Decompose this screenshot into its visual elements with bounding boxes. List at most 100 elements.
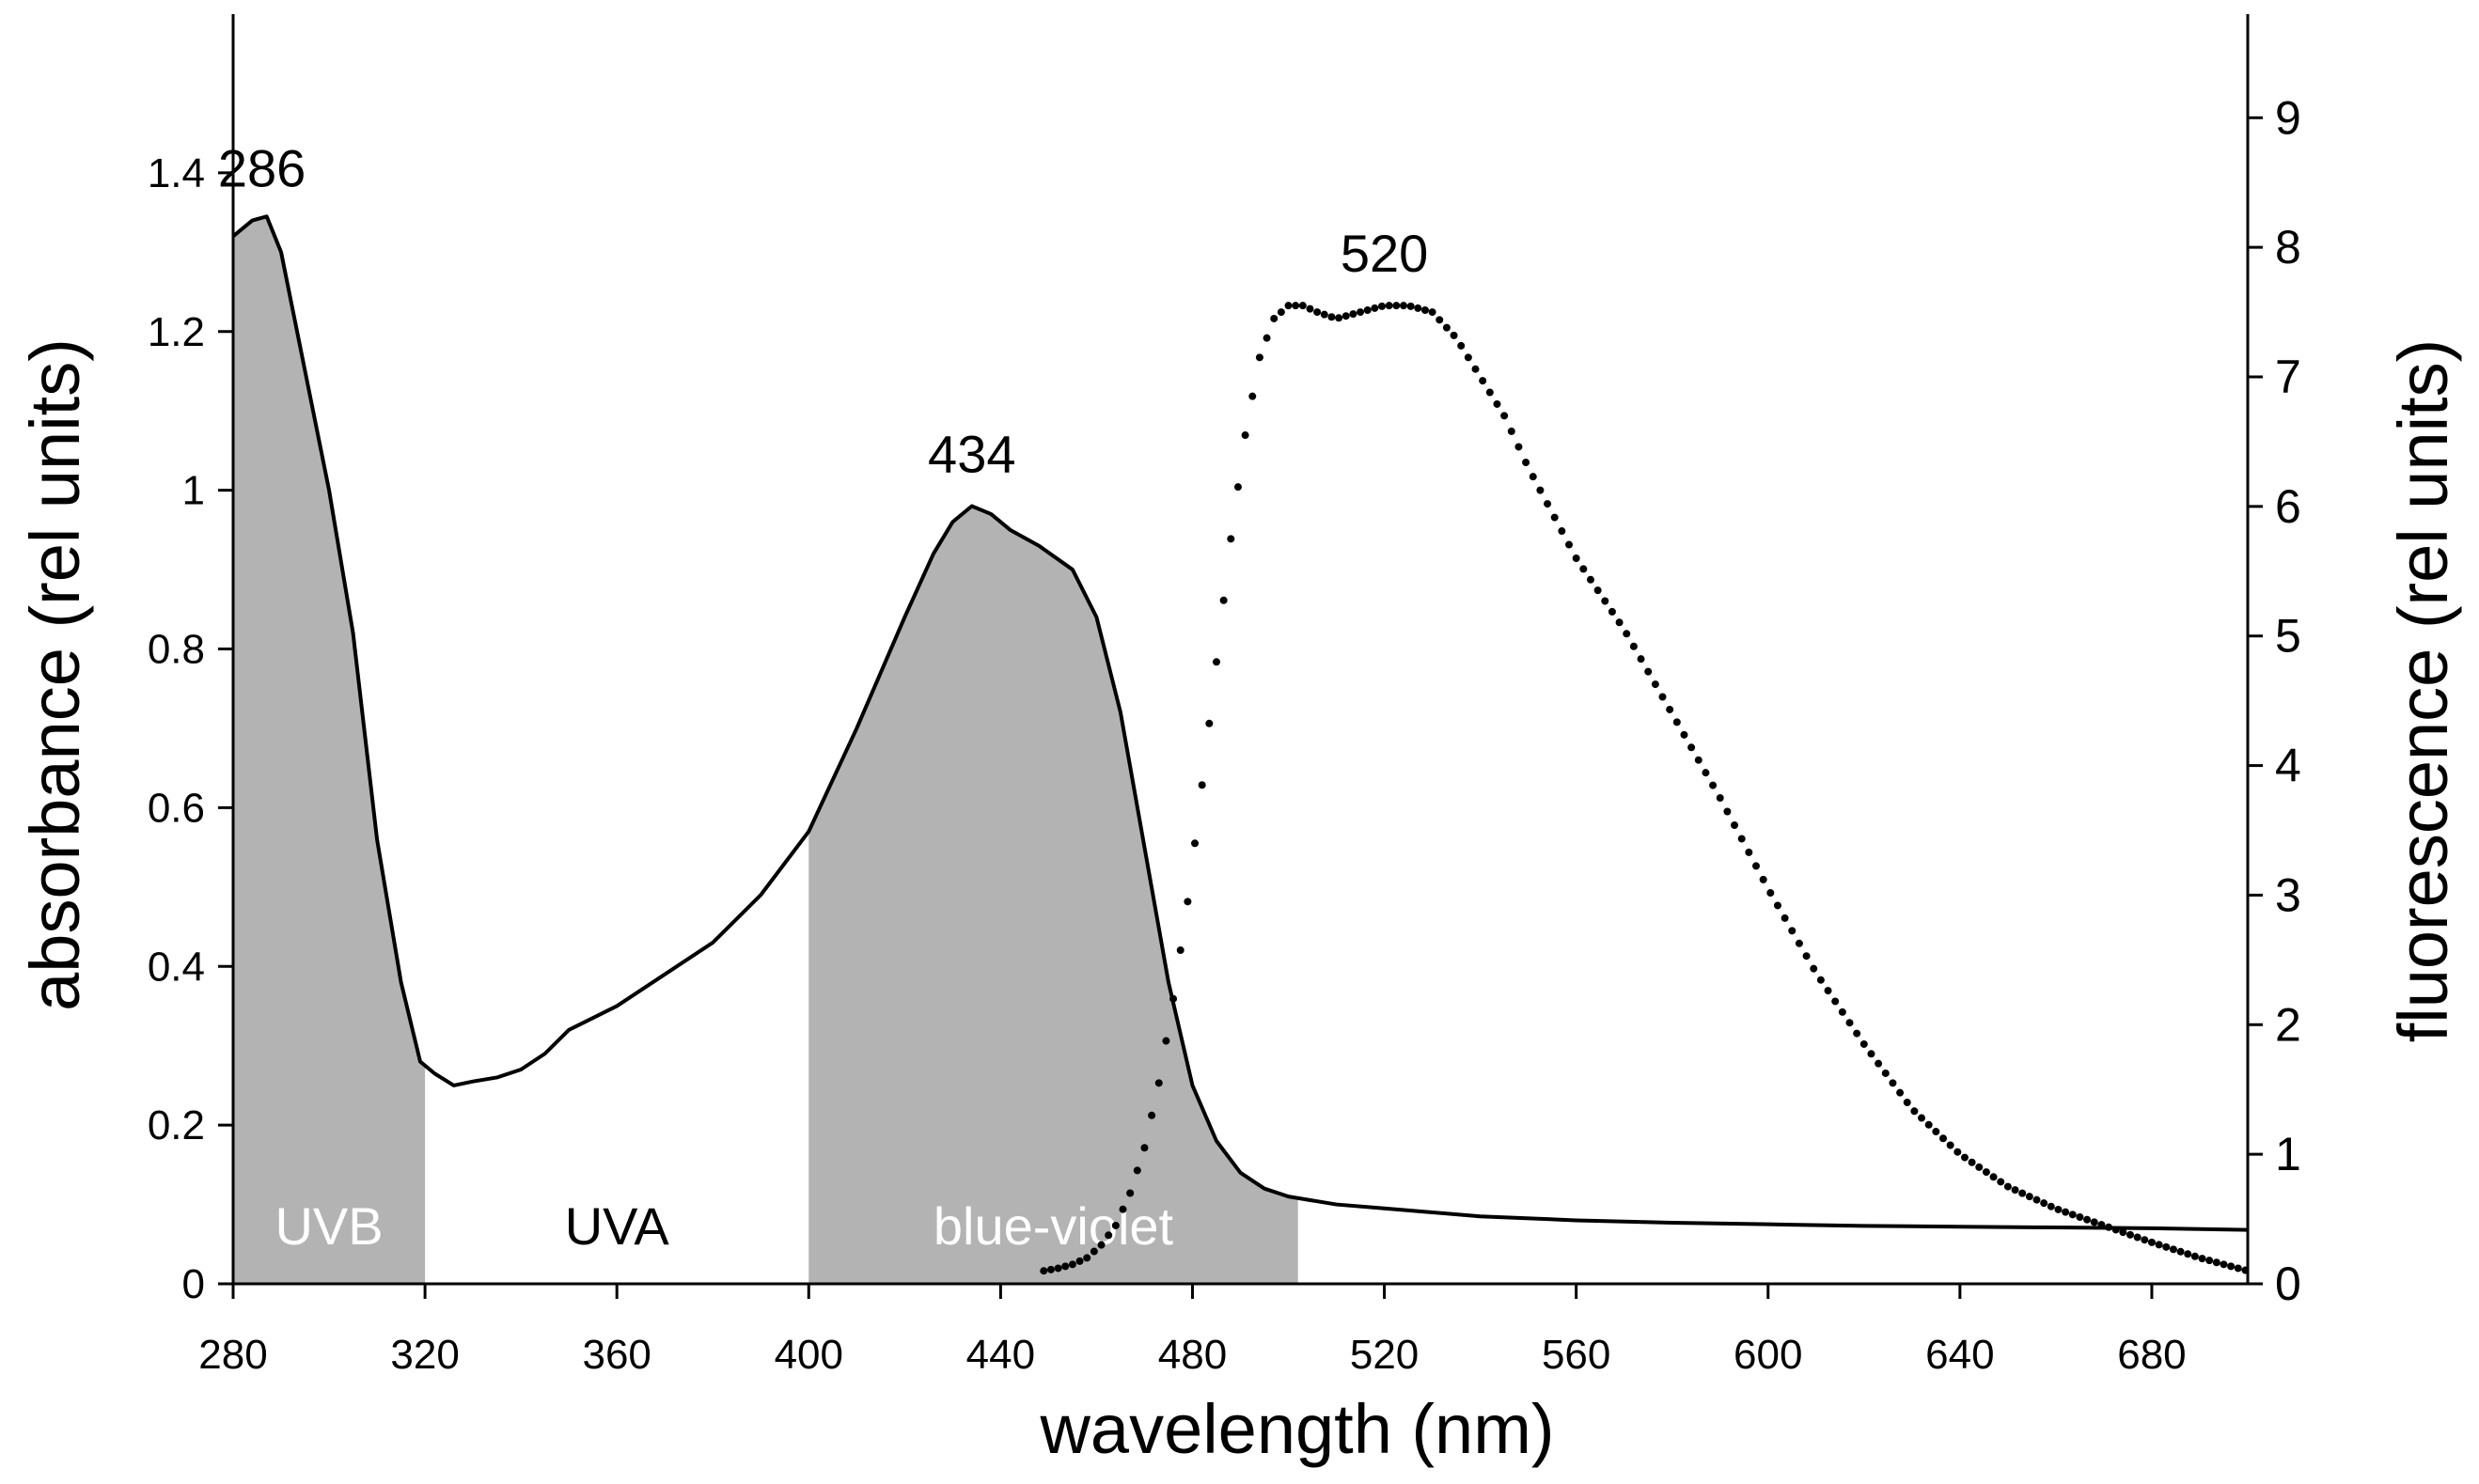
x-tick-label: 320 (390, 1332, 459, 1378)
fluorescence-point (1544, 500, 1552, 508)
fluorescence-point (2076, 1213, 2084, 1222)
fluorescence-point (1601, 597, 1609, 605)
y-left-tick-label: 0.4 (148, 944, 205, 990)
fluorescence-point (2220, 1260, 2228, 1269)
x-tick-label: 560 (1542, 1332, 1610, 1378)
fluorescence-point (1550, 513, 1559, 522)
fluorescence-point (1111, 1221, 1120, 1229)
fluorescence-point (2205, 1257, 2214, 1265)
fluorescence-point (1327, 313, 1336, 321)
fluorescence-point (2184, 1250, 2192, 1258)
fluorescence-point (1485, 388, 1494, 397)
fluorescence-point (1558, 527, 1566, 536)
fluorescence-point (1896, 1088, 1905, 1097)
fluorescence-point (1997, 1178, 2005, 1186)
y-left-tick-label: 1 (182, 468, 205, 514)
fluorescence-point (1946, 1141, 1954, 1149)
fluorescence-series (1040, 302, 2250, 1275)
fluorescence-point (1629, 642, 1638, 650)
fluorescence-point (2111, 1226, 2120, 1234)
fluorescence-point (1442, 323, 1451, 332)
fluorescence-point (2133, 1233, 2142, 1242)
fluorescence-point (1759, 875, 1767, 883)
fluorescence-point (1176, 946, 1185, 955)
fluorescence-point (1162, 1037, 1170, 1045)
fluorescence-point (1745, 848, 1753, 856)
shaded-region-blue-violet (808, 506, 1298, 1284)
fluorescence-point (1420, 306, 1429, 315)
fluorescence-point (1687, 743, 1696, 752)
fluorescence-point (1752, 862, 1761, 870)
fluorescence-point (1298, 302, 1307, 310)
fluorescence-point (1845, 1019, 1854, 1027)
fluorescence-point (2126, 1230, 2134, 1239)
region-label-blue-violet: blue-violet (934, 1196, 1174, 1256)
absorbance-line (231, 214, 2249, 1232)
fluorescence-point (1479, 377, 1487, 385)
fluorescence-point (1608, 607, 1616, 616)
fluorescence-point (1255, 353, 1263, 362)
x-tick-label: 400 (775, 1332, 843, 1378)
fluorescence-point (2234, 1264, 2242, 1273)
fluorescence-point (2097, 1221, 2106, 1229)
fluorescence-point (1198, 781, 1206, 789)
fluorescence-point (1090, 1247, 1098, 1256)
fluorescence-point (1918, 1114, 1926, 1122)
fluorescence-point (2105, 1223, 2113, 1231)
shaded-region-uvb (233, 216, 426, 1284)
fluorescence-point (1219, 596, 1228, 604)
fluorescence-point (1702, 769, 1710, 777)
fluorescence-point (1637, 655, 1645, 664)
fluorescence-point (1766, 889, 1775, 898)
fluorescence-point (1932, 1128, 1940, 1136)
fluorescence-point (1450, 331, 1458, 339)
fluorescence-point (1068, 1260, 1076, 1269)
fluorescence-point (1371, 304, 1379, 312)
fluorescence-point (1105, 1231, 1113, 1240)
fluorescence-point (1313, 308, 1322, 317)
fluorescence-point (1169, 994, 1178, 1003)
labels: wavelength (nm) absorbance (rel units) f… (16, 338, 2462, 1468)
fluorescence-point (2011, 1186, 2019, 1195)
y-right-tick-label: 8 (2275, 221, 2301, 273)
fluorescence-point (1658, 693, 1667, 701)
fluorescence-point (1349, 310, 1357, 319)
fluorescence-point (1810, 964, 1818, 973)
fluorescence-point (2169, 1245, 2177, 1254)
peak-label-434: 434 (928, 425, 1015, 484)
fluorescence-point (2155, 1241, 2163, 1249)
fluorescence-point (1838, 1008, 1846, 1016)
fluorescence-point (2003, 1182, 2012, 1191)
fluorescence-point (1881, 1069, 1890, 1077)
x-tick-label: 520 (1350, 1332, 1419, 1378)
fluorescence-point (1046, 1265, 1055, 1273)
fluorescence-point (1875, 1059, 1883, 1068)
fluorescence-point (1335, 314, 1343, 322)
fluorescence-point (1428, 308, 1436, 317)
fluorescence-point (1565, 540, 1574, 549)
peak-label-520: 520 (1341, 224, 1428, 283)
fluorescence-point (1788, 927, 1796, 935)
fluorescence-point (1586, 575, 1594, 584)
fluorescence-point (1054, 1264, 1062, 1273)
fluorescence-point (1306, 305, 1314, 313)
y-right-tick-label: 5 (2275, 610, 2301, 663)
fluorescence-point (2054, 1205, 2063, 1213)
x-tick-label: 680 (2117, 1332, 2186, 1378)
fluorescence-point (1061, 1262, 1070, 1271)
fluorescence-point (2141, 1236, 2149, 1244)
series-layer (231, 214, 2250, 1275)
fluorescence-point (2018, 1189, 2027, 1197)
fluorescence-point (2047, 1202, 2055, 1211)
x-tick-label: 640 (1925, 1332, 1994, 1378)
fluorescence-point (1889, 1079, 1897, 1087)
y-right-tick-label: 4 (2275, 740, 2301, 792)
fluorescence-point (1205, 719, 1214, 727)
fluorescence-point (1363, 306, 1372, 315)
fluorescence-point (1184, 898, 1192, 906)
fluorescence-point (1357, 308, 1365, 317)
y-right-tick-label: 7 (2275, 351, 2301, 403)
y-left-axis-title: absorbance (rel units) (16, 338, 94, 1011)
fluorescence-point (2083, 1215, 2092, 1224)
fluorescence-point (2147, 1238, 2156, 1246)
